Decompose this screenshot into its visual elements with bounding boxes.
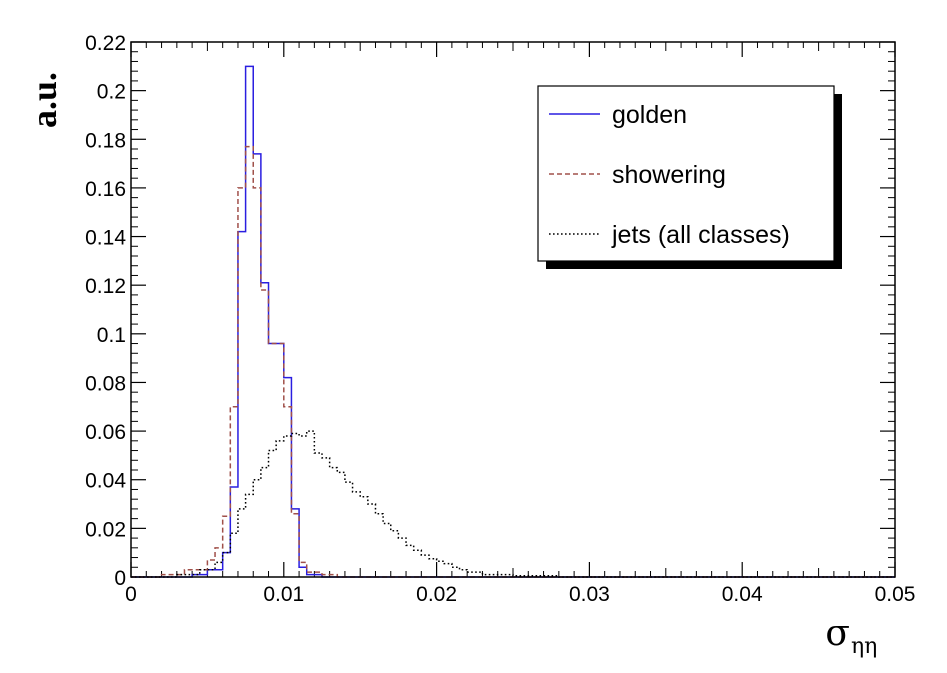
x-tick-label: 0.04 xyxy=(722,583,763,606)
legend-box xyxy=(537,85,835,262)
y-tick-label: 0.12 xyxy=(85,275,126,298)
x-tick-label: 0.03 xyxy=(569,583,610,606)
legend-label-2: jets (all classes) xyxy=(611,221,790,249)
y-tick-label: 0.08 xyxy=(85,372,126,395)
x-tick-label: 0.02 xyxy=(416,583,457,606)
y-tick-label: 0.22 xyxy=(85,32,126,55)
y-axis-label: a.u. xyxy=(24,72,64,128)
legend-entries: golden showering jets (all classes) xyxy=(549,101,790,249)
y-tick-label: 0.04 xyxy=(85,470,126,493)
x-axis-label-subscript: ηη xyxy=(851,634,877,659)
y-tick-label: 0.06 xyxy=(85,421,126,444)
x-axis-label-symbol: σ xyxy=(825,613,850,654)
y-tick-label: 0.02 xyxy=(85,518,126,541)
series-1-step-line xyxy=(131,145,895,578)
legend-label-1: showering xyxy=(612,161,726,189)
legend-label-0: golden xyxy=(612,101,687,129)
series-0-step-line xyxy=(131,65,895,578)
y-tick-label: 0.18 xyxy=(85,129,126,152)
tick-labels: 0 0.01 0.02 0.03 0.04 0.05 0 0.02 0.04 0.06 0.08 0.… xyxy=(85,32,915,606)
series-2-step-line xyxy=(131,430,895,578)
y-tick-label: 0.16 xyxy=(85,178,126,201)
x-tick-label: 0.05 xyxy=(875,583,916,606)
y-tick-label: 0 xyxy=(114,567,126,590)
legend: golden showering jets (all classes) xyxy=(537,85,842,269)
y-tick-label: 0.14 xyxy=(85,227,126,250)
y-tick-label: 0.1 xyxy=(97,324,126,347)
x-tick-label: 0.01 xyxy=(263,583,304,606)
plot-frame xyxy=(130,41,896,578)
y-tick-label: 0.2 xyxy=(97,81,126,104)
x-tick-label: 0 xyxy=(125,583,137,606)
histogram-series xyxy=(131,65,895,578)
x-axis-label: σ ηη xyxy=(825,613,877,659)
